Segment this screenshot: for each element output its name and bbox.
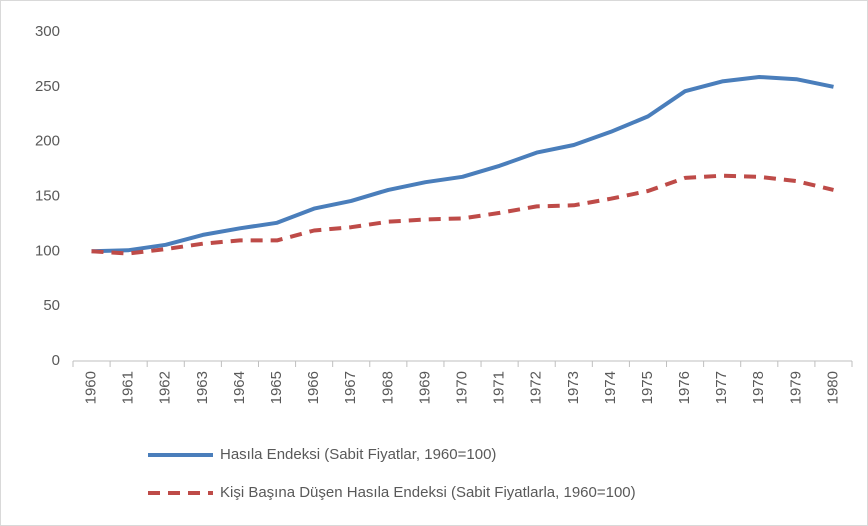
- x-tick-label: 1978: [750, 371, 767, 404]
- x-tick-label: 1975: [639, 371, 656, 404]
- x-tick-label: 1970: [453, 371, 470, 404]
- x-tick-label: 1966: [305, 371, 322, 404]
- x-tick-label: 1980: [824, 371, 841, 404]
- x-tick-label: 1968: [379, 371, 396, 404]
- y-tick-label: 200: [35, 133, 60, 150]
- y-tick-label: 100: [35, 242, 60, 259]
- x-tick-label: 1965: [268, 371, 285, 404]
- x-tick-label: 1974: [602, 371, 619, 404]
- x-tick-label: 1972: [528, 371, 545, 404]
- x-tick-label: 1971: [491, 371, 508, 404]
- y-tick-label: 50: [43, 297, 60, 314]
- x-tick-label: 1961: [120, 371, 137, 404]
- y-tick-label: 300: [35, 23, 60, 40]
- y-tick-label: 250: [35, 78, 60, 95]
- x-tick-label: 1973: [565, 371, 582, 404]
- x-tick-label: 1977: [713, 371, 730, 404]
- y-tick-label: 0: [52, 352, 60, 369]
- series-line: [91, 75, 834, 254]
- x-tick-label: 1964: [231, 371, 248, 404]
- x-tick-label: 1960: [83, 371, 100, 404]
- x-tick-label: 1979: [787, 371, 804, 404]
- x-tick-label: 1976: [676, 371, 693, 404]
- legend-label: Hasıla Endeksi (Sabit Fiyatlar, 1960=100…: [220, 446, 496, 463]
- x-tick-label: 1969: [416, 371, 433, 404]
- series-line: [91, 173, 834, 256]
- x-tick-label: 1963: [194, 371, 211, 404]
- y-tick-label: 150: [35, 187, 60, 204]
- legend-label: Kişi Başına Düşen Hasıla Endeksi (Sabit …: [220, 484, 636, 501]
- x-tick-label: 1962: [157, 371, 174, 404]
- x-tick-label: 1967: [342, 371, 359, 404]
